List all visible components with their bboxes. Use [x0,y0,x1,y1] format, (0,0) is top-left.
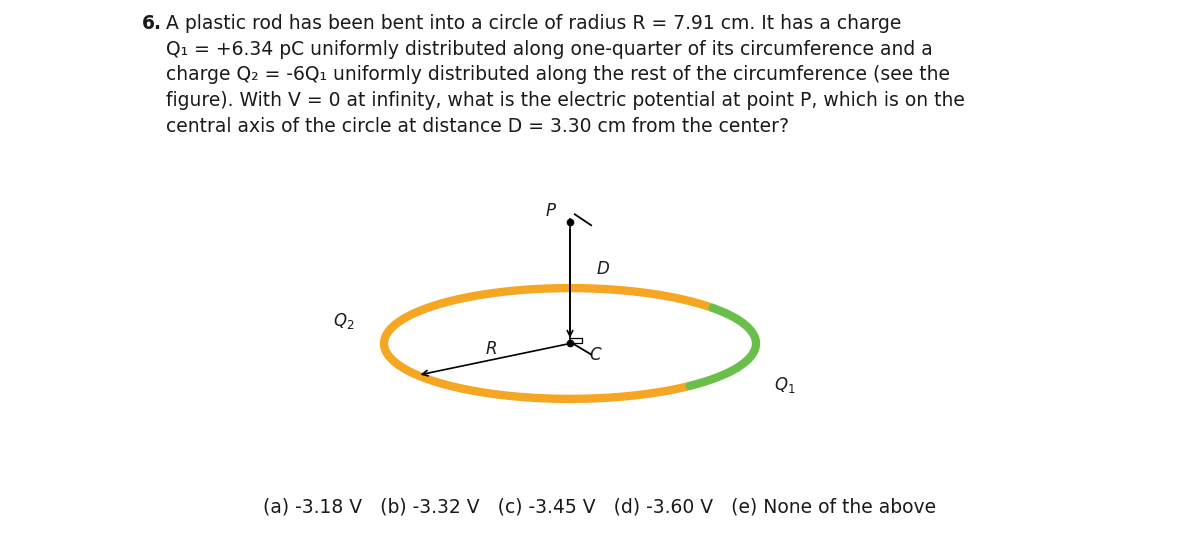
Text: $Q_1$: $Q_1$ [774,375,796,395]
Text: P: P [546,202,556,220]
Text: A plastic rod has been bent into a circle of radius R = 7.91 cm. It has a charge: A plastic rod has been bent into a circl… [166,14,965,136]
Text: D: D [596,260,610,278]
Text: R: R [485,340,497,358]
Text: 6.: 6. [142,14,162,33]
Text: C: C [589,346,601,363]
Text: (a) -3.18 V   (b) -3.32 V   (c) -3.45 V   (d) -3.60 V   (e) None of the above: (a) -3.18 V (b) -3.32 V (c) -3.45 V (d) … [264,497,936,516]
Text: $Q_2$: $Q_2$ [332,311,354,331]
